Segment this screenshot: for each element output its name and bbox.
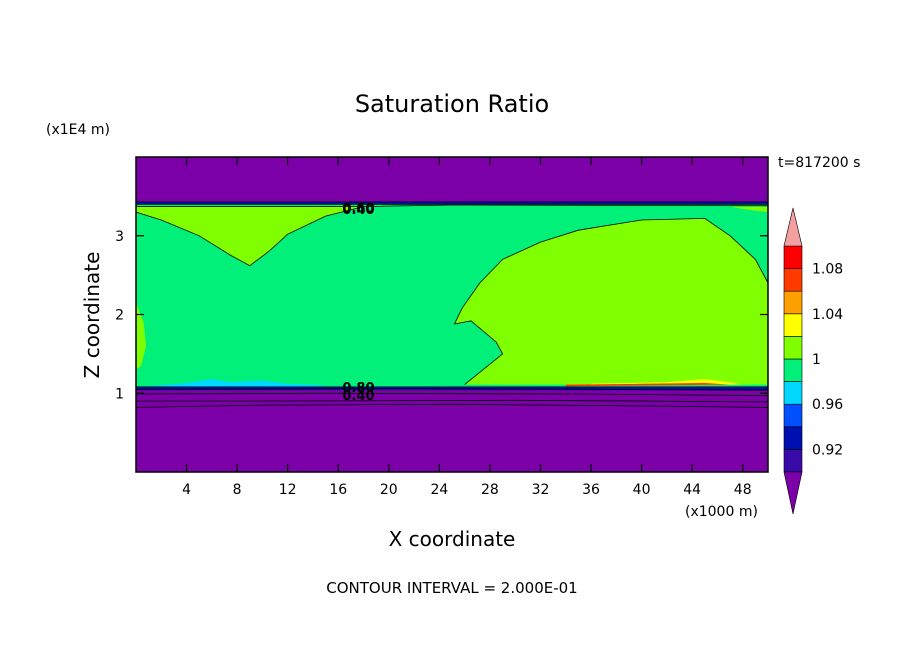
contour-label: 0.60 [342, 201, 374, 216]
colorbar: 0.92 0.96 1 1.04 1.08 [783, 207, 843, 515]
x-ticks: 4 8 12 16 20 24 28 32 36 40 44 48 [182, 157, 752, 498]
contour-bot-3 [135, 392, 769, 396]
x-tick-label: 28 [481, 482, 499, 498]
contour-field [135, 157, 769, 472]
colorbar-tick-label: 0.92 [812, 442, 843, 458]
x-tick-label: 12 [279, 482, 297, 498]
plot-frame [135, 156, 769, 473]
x-tick-label: 44 [683, 482, 701, 498]
x-tick-label: 24 [430, 482, 448, 498]
colorbar-tick-label: 1.08 [812, 262, 843, 278]
colorbar-under-arrow [783, 471, 803, 515]
contour-left-lobe [135, 206, 364, 267]
colorbar-segment [783, 449, 803, 473]
colorbar-segment [783, 268, 803, 292]
colorbar-over-arrow [783, 207, 803, 247]
y-tick-label: 1 [115, 386, 124, 402]
contour-label: 0.80 [342, 381, 374, 396]
contour-labels: 0.600.400.800.40 [342, 201, 374, 403]
contour-bot-4 [136, 399, 769, 403]
colorbar-segment [783, 426, 803, 450]
colorbar-segment [783, 403, 803, 428]
contour-right-region [453, 217, 769, 385]
y-tick-label: 3 [115, 229, 124, 245]
contour-label: 0.40 [342, 389, 374, 404]
colorbar-segment [783, 336, 803, 360]
colorbar-segment [783, 358, 803, 382]
x-tick-label: 4 [182, 482, 191, 498]
colorbar-tick-label: 1.04 [812, 307, 843, 323]
contour-interval-note: CONTOUR INTERVAL = 2.000E-01 [326, 579, 577, 597]
region-supersaturated-right [454, 218, 768, 385]
region-supersaturated-topright [730, 206, 768, 213]
chart-title: Saturation Ratio [355, 90, 549, 118]
y-axis-label: Z coordinate [80, 252, 104, 379]
y-tick-label: 2 [115, 308, 124, 324]
region-red-streak [565, 383, 731, 387]
colorbar-segment [783, 290, 803, 315]
y-ticks: 1 2 3 [115, 229, 768, 402]
x-tick-label: 36 [582, 482, 600, 498]
x-tick-label: 20 [380, 482, 398, 498]
colorbar-tick-label: 0.96 [812, 397, 843, 413]
region-cyan-patch [148, 379, 326, 387]
contour-bot-5 [135, 403, 769, 408]
time-label: t=817200 s [778, 155, 860, 171]
contour-label: 0.40 [342, 203, 374, 218]
contour-top-3 [136, 204, 769, 208]
x-tick-label: 8 [233, 482, 242, 498]
colorbar-segment [783, 313, 803, 337]
contour-bot-2 [135, 388, 769, 391]
region-supersaturated-left [136, 206, 364, 266]
x-tick-label: 40 [633, 482, 651, 498]
colorbar-segment [783, 245, 803, 269]
x-unit-label: (x1000 m) [685, 504, 758, 520]
x-tick-label: 48 [734, 482, 752, 498]
band-gradient-top [136, 201, 768, 205]
x-axis-label: X coordinate [389, 527, 516, 551]
region-supersaturated-edge [136, 302, 147, 370]
x-tick-label: 16 [329, 482, 347, 498]
colorbar-tick-label: 1 [812, 352, 821, 368]
colorbar-segment [783, 381, 803, 405]
y-unit-label: (x1E4 m) [46, 122, 110, 138]
x-tick-label: 32 [532, 482, 550, 498]
